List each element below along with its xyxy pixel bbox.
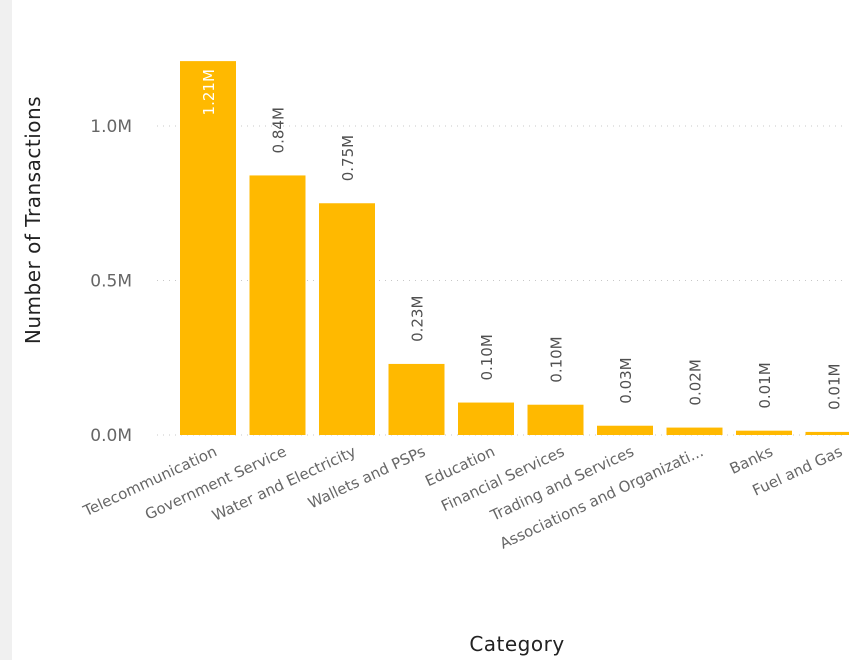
bar[interactable]: [319, 203, 375, 435]
data-label: 0.02M: [687, 359, 705, 405]
bar[interactable]: [736, 430, 792, 435]
bar[interactable]: [805, 431, 849, 435]
bars: [180, 61, 849, 436]
bar[interactable]: [666, 427, 723, 435]
x-tick-label: Banks: [727, 442, 776, 478]
y-tick-label: 0.0M: [90, 426, 132, 446]
data-label: 0.10M: [478, 334, 496, 380]
bar-chart: 0.0M 0.5M 1.0M 1.21M 0.84M 0.75M 0.23M 0.10M 0.…: [21, 61, 849, 656]
bar[interactable]: [597, 425, 653, 435]
x-tick-label: Wallets and PSPs: [305, 442, 428, 512]
y-axis-title: Number of Transactions: [21, 96, 45, 344]
data-label: 1.21M: [200, 69, 218, 115]
bar[interactable]: [388, 363, 445, 435]
data-label: 0.03M: [617, 357, 635, 403]
data-label: 0.10M: [548, 336, 566, 382]
bar[interactable]: [249, 175, 306, 435]
chart-panel: 0.0M 0.5M 1.0M 1.21M 0.84M 0.75M 0.23M 0.10M 0.…: [12, 0, 849, 660]
data-label: 0.84M: [270, 107, 288, 153]
x-axis-title: Category: [469, 632, 564, 656]
data-label: 0.23M: [409, 296, 427, 342]
bar[interactable]: [458, 402, 514, 435]
y-tick-label: 1.0M: [90, 117, 132, 137]
bar[interactable]: [527, 404, 584, 435]
data-label: 0.01M: [826, 364, 844, 410]
bar[interactable]: [180, 61, 236, 436]
y-tick-label: 0.5M: [90, 272, 132, 292]
y-axis-ticks: 0.0M 0.5M 1.0M: [90, 117, 132, 446]
data-label: 0.01M: [756, 362, 774, 408]
data-label: 0.75M: [339, 135, 357, 181]
data-labels: 1.21M 0.84M 0.75M 0.23M 0.10M 0.10M 0.03M 0.02M…: [200, 69, 844, 410]
